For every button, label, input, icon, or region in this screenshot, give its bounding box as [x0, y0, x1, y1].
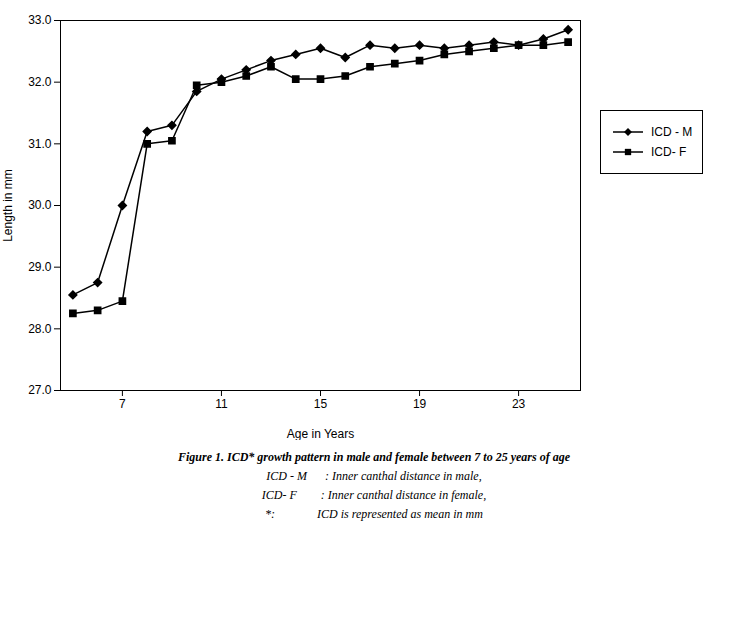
svg-text:7: 7	[119, 397, 126, 411]
html-text:ICD- F: ICD- F	[651, 145, 687, 159]
html-text:Figure 1. ICD* growth pattern: Figure 1. ICD* growth pattern in male an…	[178, 450, 570, 464]
html-text:ICD - M : Inner canthal distan: ICD - M : Inner canthal distance in male…	[266, 469, 482, 483]
html-text:ICD- F : Inner canthal distanc: ICD- F : Inner canthal distance in femal…	[261, 488, 487, 502]
html-text:*: ICD is represented as mean: *: ICD is represented as mean in mm	[265, 507, 483, 521]
svg-text:Age in Years: Age in Years	[287, 427, 354, 441]
svg-text:11: 11	[215, 397, 228, 411]
svg-text:28.0: 28.0	[28, 322, 52, 336]
svg-text:29.0: 29.0	[28, 260, 52, 274]
svg-text:19: 19	[413, 397, 427, 411]
svg-text:31.0: 31.0	[28, 137, 52, 151]
svg-text:23: 23	[512, 397, 526, 411]
svg-text:27.0: 27.0	[28, 383, 52, 397]
html-text:ICD - M: ICD - M	[651, 125, 693, 139]
svg-text:15: 15	[314, 397, 328, 411]
svg-text:32.0: 32.0	[28, 75, 52, 89]
svg-text:Length in mm: Length in mm	[1, 169, 15, 242]
svg-text:30.0: 30.0	[28, 198, 52, 212]
svg-text:33.0: 33.0	[28, 13, 52, 27]
